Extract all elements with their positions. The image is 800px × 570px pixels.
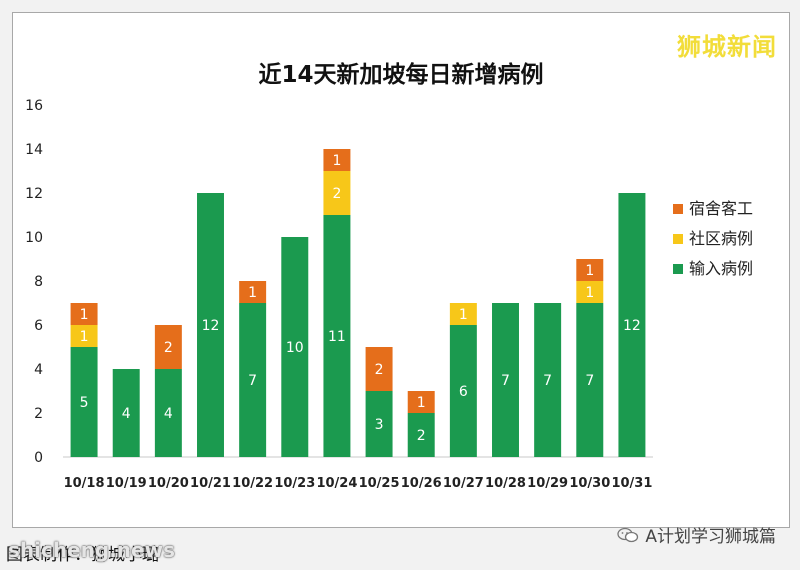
bar-segment <box>407 391 435 413</box>
data-label: 11 <box>328 329 346 345</box>
bar-segment <box>112 369 140 457</box>
bar-segment <box>323 215 351 457</box>
bar-segment <box>70 325 98 347</box>
bar-segment <box>239 303 267 457</box>
data-label: 1 <box>80 307 89 323</box>
bar-segment <box>281 237 309 457</box>
site-watermark: shicheng.news <box>8 538 175 562</box>
x-tick-label: 10/28 <box>485 476 526 491</box>
x-tick-label: 10/22 <box>232 476 273 491</box>
data-label: 12 <box>623 318 641 334</box>
bar-segment <box>576 303 604 457</box>
data-label: 10 <box>286 340 304 356</box>
bar-segment <box>492 303 519 457</box>
legend-swatch <box>673 264 683 274</box>
data-label: 1 <box>417 395 426 411</box>
x-tick-label: 10/31 <box>611 476 652 491</box>
x-tick-label: 10/25 <box>359 476 400 491</box>
y-tick-label: 8 <box>34 274 43 290</box>
bar-segment <box>323 149 351 171</box>
x-tick-label: 10/23 <box>274 476 315 491</box>
data-label: 2 <box>375 362 384 378</box>
data-label: 7 <box>501 373 510 389</box>
x-tick-label: 10/18 <box>64 476 105 491</box>
brand-watermark: 狮城新闻 <box>677 33 777 61</box>
data-label: 7 <box>543 373 552 389</box>
data-label: 1 <box>585 263 594 279</box>
bar-segment <box>534 303 562 457</box>
bar-segment <box>576 281 604 303</box>
chart-title: 近14天新加坡每日新增病例 <box>258 62 544 88</box>
data-label: 2 <box>417 428 426 444</box>
y-tick-label: 10 <box>25 230 43 246</box>
bar-segment <box>323 171 351 215</box>
data-label: 4 <box>122 406 131 422</box>
bar-segment <box>449 325 477 457</box>
x-tick-label: 10/30 <box>569 476 610 491</box>
bar-segment <box>154 369 182 457</box>
y-tick-label: 14 <box>25 142 43 158</box>
x-tick-label: 10/19 <box>106 476 147 491</box>
x-tick-label: 10/27 <box>443 476 484 491</box>
chart-credit: 图表制作：狮城小璐 <box>6 545 159 565</box>
data-label: 2 <box>164 340 173 356</box>
bar-segment <box>197 193 224 457</box>
x-tick-label: 10/29 <box>527 476 568 491</box>
x-tick-label: 10/24 <box>316 476 357 491</box>
data-label: 1 <box>332 153 341 169</box>
data-label: 4 <box>164 406 173 422</box>
chart-frame: 狮城新闻 近14天新加坡每日新增病例 0 2 4 6 8 10 12 14 16 5 1 1 10/18… <box>12 12 790 528</box>
channel-watermark: A计划学习狮城篇 <box>617 522 776 547</box>
bar-segment <box>365 391 393 457</box>
bar-segment <box>618 193 646 457</box>
y-tick-label: 4 <box>34 362 43 378</box>
bar-segment <box>70 347 98 457</box>
x-tick-label: 10/21 <box>190 476 231 491</box>
data-label: 5 <box>80 395 89 411</box>
data-label: 7 <box>248 373 257 389</box>
data-label: 1 <box>80 329 89 345</box>
y-tick-label: 0 <box>34 450 43 466</box>
data-label: 7 <box>585 373 594 389</box>
data-label: 1 <box>248 285 257 301</box>
legend-label: 宿舍客工 <box>689 199 753 218</box>
legend-swatch <box>673 204 683 214</box>
y-tick-label: 2 <box>34 406 43 422</box>
data-label: 3 <box>375 417 384 433</box>
channel-label: A计划学习狮城篇 <box>645 527 776 547</box>
bar-segment <box>407 413 435 457</box>
legend-swatch <box>673 234 683 244</box>
data-label: 1 <box>585 285 594 301</box>
stacked-bar-chart: 024681012141651110/18410/194210/201210/2… <box>25 98 753 491</box>
y-tick-label: 6 <box>34 318 43 334</box>
y-tick-label: 16 <box>25 98 43 114</box>
data-label: 1 <box>459 307 468 323</box>
bar-segment <box>449 303 477 325</box>
bar-segment <box>70 303 98 325</box>
bar-segment <box>365 347 393 391</box>
legend-label: 社区病例 <box>689 229 753 248</box>
bar-segment <box>576 259 604 281</box>
bar-segment <box>154 325 182 369</box>
x-tick-label: 10/20 <box>148 476 189 491</box>
legend-label: 输入病例 <box>689 259 753 278</box>
y-tick-label: 12 <box>25 186 43 202</box>
data-label: 2 <box>332 186 341 202</box>
data-label: 12 <box>202 318 220 334</box>
data-label: 6 <box>459 384 468 400</box>
x-tick-label: 10/26 <box>401 476 442 491</box>
bar-segment <box>239 281 267 303</box>
wechat-icon <box>617 527 639 542</box>
